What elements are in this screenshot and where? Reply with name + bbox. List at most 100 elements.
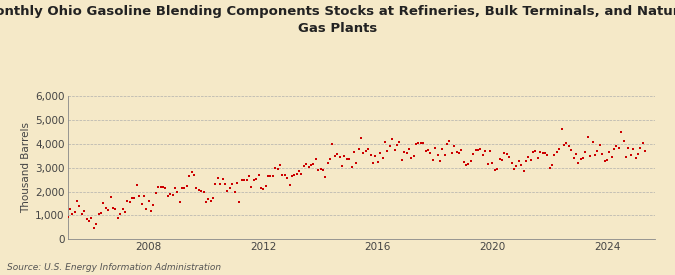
Point xyxy=(239,178,250,183)
Point xyxy=(303,165,314,169)
Point xyxy=(88,225,99,230)
Point xyxy=(564,144,574,148)
Point xyxy=(143,199,154,204)
Point xyxy=(606,155,617,159)
Point xyxy=(611,144,622,149)
Point xyxy=(444,139,455,144)
Point xyxy=(327,142,338,146)
Point xyxy=(614,145,624,150)
Point xyxy=(348,150,359,154)
Point xyxy=(126,195,137,200)
Point xyxy=(344,157,354,162)
Point xyxy=(511,164,522,168)
Point xyxy=(632,152,643,156)
Point xyxy=(134,194,144,199)
Point xyxy=(379,139,390,144)
Point xyxy=(234,200,245,204)
Point xyxy=(396,158,407,162)
Point xyxy=(554,147,564,151)
Point xyxy=(246,185,256,189)
Point xyxy=(566,148,576,152)
Point xyxy=(210,182,221,186)
Point xyxy=(289,173,300,177)
Point xyxy=(435,159,446,164)
Point xyxy=(215,182,225,186)
Point xyxy=(491,167,502,172)
Point xyxy=(298,164,309,168)
Text: Source: U.S. Energy Information Administration: Source: U.S. Energy Information Administ… xyxy=(7,263,221,272)
Point xyxy=(583,135,593,139)
Point xyxy=(167,192,178,197)
Point xyxy=(609,147,620,151)
Point xyxy=(601,158,612,162)
Point xyxy=(589,153,600,157)
Point xyxy=(430,146,441,150)
Point xyxy=(222,189,233,194)
Point xyxy=(375,151,385,155)
Point xyxy=(179,186,190,190)
Point xyxy=(535,150,545,154)
Point xyxy=(499,151,510,155)
Point xyxy=(573,161,584,165)
Point xyxy=(232,180,242,185)
Point xyxy=(472,148,483,152)
Point xyxy=(497,158,508,162)
Point xyxy=(337,163,348,168)
Point xyxy=(346,165,357,169)
Point xyxy=(57,219,68,223)
Point xyxy=(287,174,298,178)
Point xyxy=(556,127,567,131)
Point xyxy=(95,210,106,215)
Point xyxy=(107,206,118,210)
Point xyxy=(155,185,166,189)
Point xyxy=(169,186,180,191)
Point xyxy=(489,168,500,172)
Point xyxy=(449,144,460,148)
Point xyxy=(518,169,529,174)
Point xyxy=(630,156,641,160)
Point xyxy=(537,151,548,156)
Point xyxy=(148,203,159,207)
Point xyxy=(439,153,450,157)
Point xyxy=(544,166,555,170)
Point xyxy=(360,149,371,153)
Point xyxy=(165,192,176,196)
Point xyxy=(253,173,264,178)
Point xyxy=(267,174,278,179)
Point xyxy=(377,156,388,160)
Point xyxy=(220,182,231,186)
Point xyxy=(241,177,252,182)
Point xyxy=(516,163,526,167)
Point xyxy=(255,185,266,190)
Point xyxy=(86,216,97,220)
Point xyxy=(351,161,362,165)
Point xyxy=(72,199,82,204)
Point xyxy=(65,207,76,211)
Point xyxy=(485,148,495,153)
Point xyxy=(200,200,211,204)
Point xyxy=(272,167,283,171)
Point xyxy=(575,157,586,161)
Point xyxy=(291,172,302,176)
Point xyxy=(342,157,352,162)
Point xyxy=(525,158,536,162)
Point xyxy=(394,140,405,144)
Point xyxy=(568,156,579,160)
Point xyxy=(616,130,626,134)
Point xyxy=(138,194,149,199)
Point xyxy=(163,193,173,198)
Point xyxy=(261,184,271,188)
Point xyxy=(480,149,491,153)
Point xyxy=(635,146,646,150)
Point xyxy=(124,200,135,204)
Point xyxy=(284,183,295,188)
Point xyxy=(353,147,364,151)
Point xyxy=(587,140,598,144)
Point xyxy=(198,190,209,194)
Point xyxy=(84,219,95,223)
Point xyxy=(558,143,569,147)
Point xyxy=(132,183,142,187)
Point xyxy=(236,178,247,182)
Point xyxy=(358,151,369,155)
Point xyxy=(363,147,374,152)
